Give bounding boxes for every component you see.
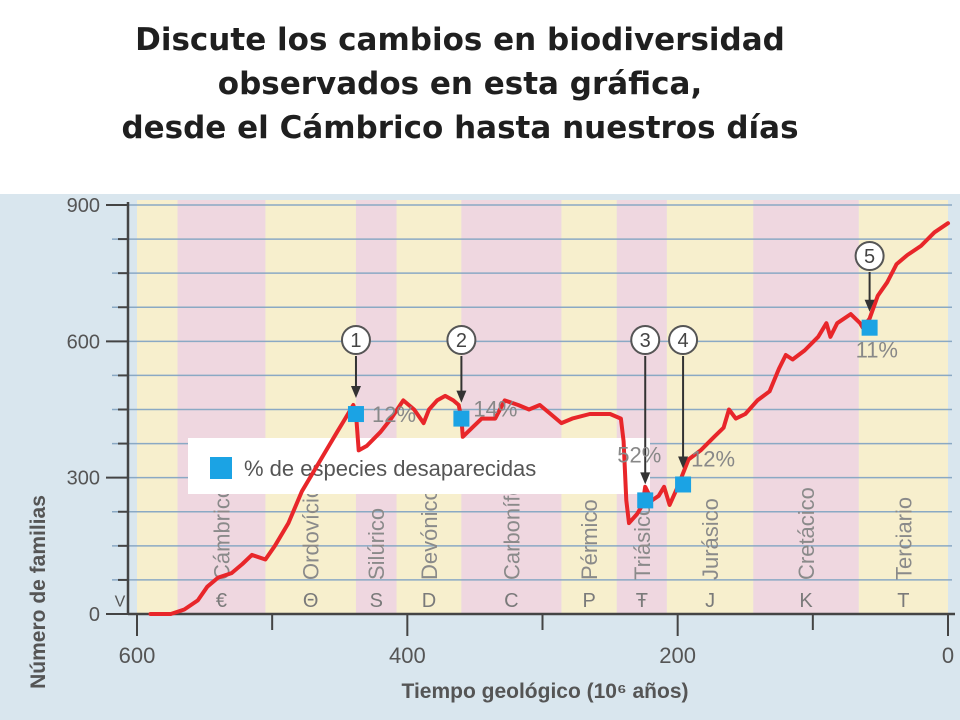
extinction-percent-label: 11% — [856, 338, 898, 363]
period-name-label: Terciario — [891, 497, 916, 580]
extinction-number-label: 3 — [640, 330, 651, 352]
y-tick-label: 900 — [67, 195, 100, 217]
title-line-2: observados en esta gráfica, — [217, 66, 703, 102]
extinction-arrow-head — [640, 472, 651, 485]
x-tick-label: 0 — [942, 643, 954, 668]
extinction-marker — [637, 492, 654, 509]
y-tick-label: 600 — [67, 331, 100, 353]
extinction-number-label: 1 — [350, 330, 361, 352]
period-band — [666, 200, 754, 614]
period-band — [177, 200, 266, 614]
y-tick-label: 300 — [67, 468, 100, 490]
x-tick-label: 600 — [119, 643, 156, 668]
title-line-1: Discute los cambios en biodiversidad — [135, 22, 785, 58]
period-symbol-label: S — [370, 590, 383, 612]
extinction-percent-label: 12% — [372, 402, 416, 427]
period-symbol-label: C — [504, 590, 518, 612]
legend-marker-icon — [210, 457, 232, 479]
slide-title: Discute los cambios en biodiversidad obs… — [0, 18, 920, 150]
period-symbol-label: Θ — [303, 590, 319, 612]
extinction-marker — [861, 319, 878, 336]
extinction-number-circle — [446, 325, 477, 355]
extinction-number-label: 2 — [456, 330, 467, 352]
period-name-label: Cretácico — [794, 487, 819, 580]
legend-box — [188, 438, 650, 494]
extinction-percent-label: 52% — [617, 442, 661, 467]
period-name-label: Devónico — [417, 488, 442, 580]
x-axis-label: Tiempo geológico (10⁶ años) — [402, 680, 689, 703]
legend-label: % de especies desaparecidas — [244, 456, 536, 481]
extinction-arrow-head — [350, 386, 361, 399]
period-symbol-label: Ŧ — [636, 590, 648, 612]
extinction-arrow-head — [678, 456, 689, 469]
extinction-marker — [347, 406, 364, 423]
period-name-label: Jurásico — [698, 498, 723, 580]
y-axis-label: Número de familias — [27, 495, 50, 689]
period-band — [753, 200, 859, 614]
extinction-number-circle — [854, 241, 885, 271]
chart-legend: % de especies desaparecidas — [188, 438, 650, 494]
extinction-arrow-head — [864, 299, 875, 312]
x-tick-label: 200 — [659, 643, 696, 668]
extinction-marker — [675, 476, 692, 493]
extinction-number-circle — [630, 325, 661, 355]
period-symbol-label: D — [422, 590, 436, 612]
period-name-label: Silúrico — [364, 508, 389, 580]
period-symbol-label: € — [216, 590, 227, 612]
y-tick-label: 0 — [89, 604, 100, 626]
period-symbol-label: J — [705, 590, 715, 612]
period-band-pre-cambrian — [137, 200, 178, 614]
period-symbol-label: P — [582, 590, 595, 612]
period-band — [561, 200, 617, 614]
period-symbol-label: K — [799, 590, 813, 612]
title-line-3: desde el Cámbrico hasta nuestros días — [121, 110, 799, 146]
extinction-events: 1 12% 2 14% 3 52% 4 12% 5 11% — [340, 241, 898, 509]
period-name-label: Pérmico — [577, 499, 602, 580]
extinction-percent-label: 14% — [473, 397, 517, 422]
extinction-number-circle — [340, 325, 371, 355]
extinction-number-label: 4 — [678, 330, 689, 352]
x-tick-label: 400 — [389, 643, 426, 668]
extinction-marker — [453, 410, 470, 427]
period-band — [616, 200, 667, 614]
extinction-number-circle — [668, 325, 699, 355]
period-name-label: Cámbrico — [209, 486, 234, 580]
extinction-arrow-head — [456, 390, 467, 403]
period-band — [265, 200, 356, 614]
extinction-percent-label: 12% — [691, 446, 735, 471]
axis-break-mark: V — [115, 593, 126, 610]
families-series-line — [148, 221, 950, 616]
period-symbol-label: T — [897, 590, 909, 612]
extinction-number-label: 5 — [864, 246, 875, 268]
